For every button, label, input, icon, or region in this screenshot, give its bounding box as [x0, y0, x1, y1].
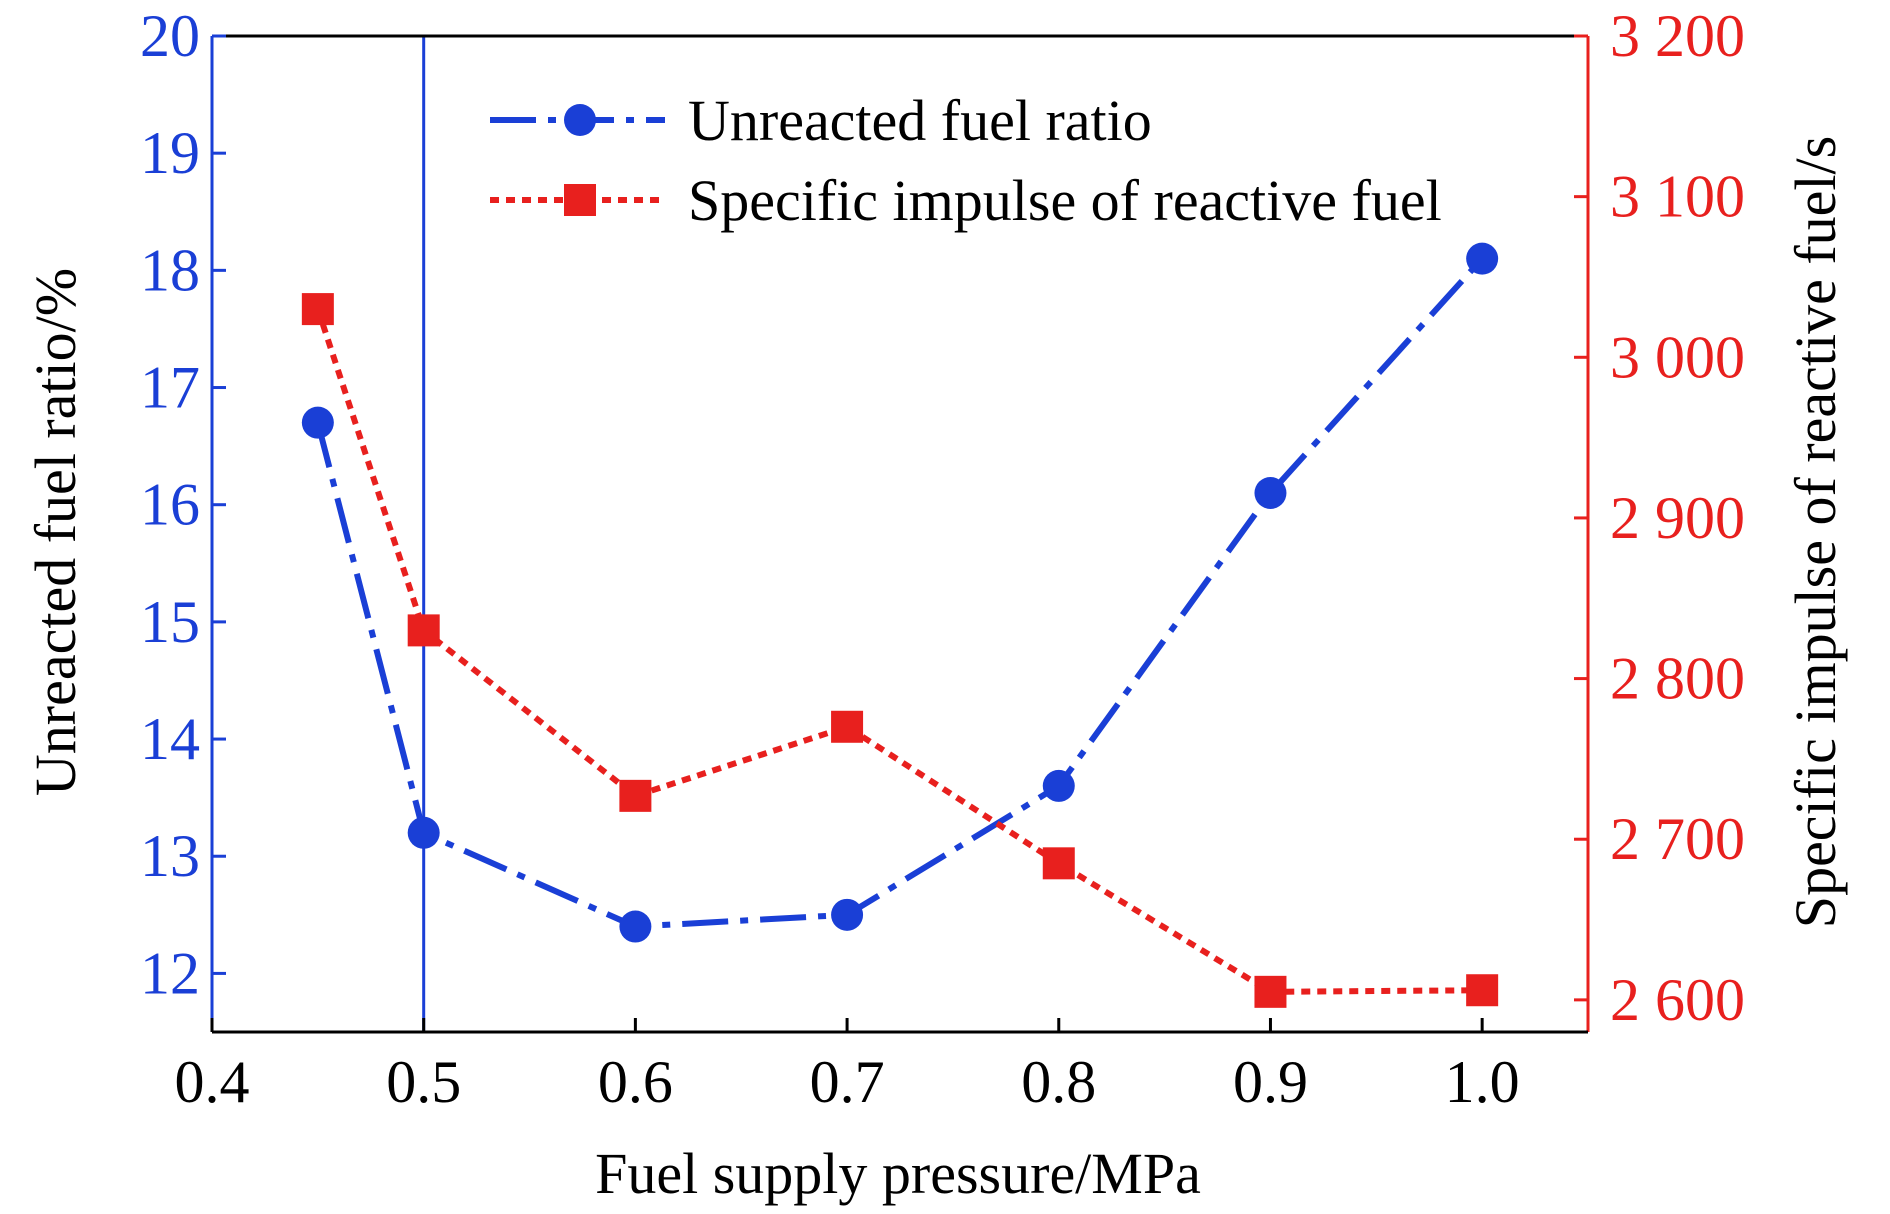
legend-label-unreacted: Unreacted fuel ratio [688, 88, 1152, 153]
x-tick-label: 0.8 [1021, 1049, 1096, 1115]
y-right-tick-label: 2 700 [1610, 806, 1745, 872]
data-point-unreacted [407, 816, 440, 849]
data-point-specific-impulse [619, 779, 652, 812]
y-left-tick-label: 15 [140, 589, 200, 655]
x-tick-label: 1.0 [1445, 1049, 1520, 1115]
legend-item-unreacted: Unreacted fuel ratio [490, 88, 1152, 153]
y-left-tick-label: 19 [140, 120, 200, 186]
data-point-specific-impulse [1254, 975, 1287, 1008]
legend-marker-circle [564, 104, 596, 136]
data-point-unreacted [1254, 476, 1287, 509]
y-left-tick-label: 12 [140, 940, 200, 1006]
data-point-specific-impulse [831, 710, 864, 743]
data-point-unreacted [1466, 242, 1499, 275]
y-axis-right-title: Specific impulse of reactive fuel/s [1783, 136, 1848, 928]
y-left-tick-label: 14 [140, 706, 200, 772]
series-line-unreacted [314, 256, 1485, 930]
x-tick-label: 0.6 [598, 1049, 673, 1115]
legend-label-specific-impulse: Specific impulse of reactive fuel [688, 168, 1442, 233]
legend-item-specific-impulse: Specific impulse of reactive fuel [490, 168, 1442, 233]
data-point-specific-impulse [1466, 974, 1499, 1007]
x-axis-title: Fuel supply pressure/MPa [595, 1141, 1201, 1206]
y-left-tick-label: 20 [140, 3, 200, 69]
y-left-tick-label: 16 [140, 472, 200, 538]
tick-labels-layer: 0.4 0.5 0.6 0.7 0.8 0.9 1.0 12 13 14 15 16 17 18 19 20 2… [140, 3, 1745, 1115]
y-right-tick-label: 3 000 [1610, 324, 1745, 390]
data-point-unreacted [301, 406, 334, 439]
x-tick-label: 0.5 [386, 1049, 461, 1115]
y-right-tick-label: 2 600 [1610, 967, 1745, 1033]
series-layer [301, 242, 1499, 1008]
data-point-unreacted [1042, 769, 1075, 802]
series-line-specific-impulse [314, 308, 1483, 995]
y-left-tick-label: 13 [140, 823, 200, 889]
data-point-specific-impulse [407, 614, 440, 647]
data-point-specific-impulse [1042, 847, 1075, 880]
data-point-unreacted [619, 910, 652, 943]
y-right-tick-label: 2 800 [1610, 646, 1745, 712]
y-right-tick-label: 3 100 [1610, 164, 1745, 230]
y-left-tick-label: 18 [140, 237, 200, 303]
x-tick-label: 0.7 [810, 1049, 885, 1115]
y-right-tick-label: 2 900 [1610, 485, 1745, 551]
axes-layer [210, 34, 1590, 1034]
y-axis-left-title: Unreacted fuel ratio/% [23, 268, 88, 796]
x-tick-label: 0.4 [175, 1049, 250, 1115]
y-right-tick-label: 3 200 [1610, 3, 1745, 69]
y-left-tick-label: 17 [140, 355, 200, 421]
data-point-specific-impulse [301, 293, 334, 326]
data-point-unreacted [831, 898, 864, 931]
legend: Unreacted fuel ratio Specific impulse of… [490, 88, 1442, 233]
legend-marker-square [564, 184, 596, 216]
x-tick-label: 0.9 [1233, 1049, 1308, 1115]
